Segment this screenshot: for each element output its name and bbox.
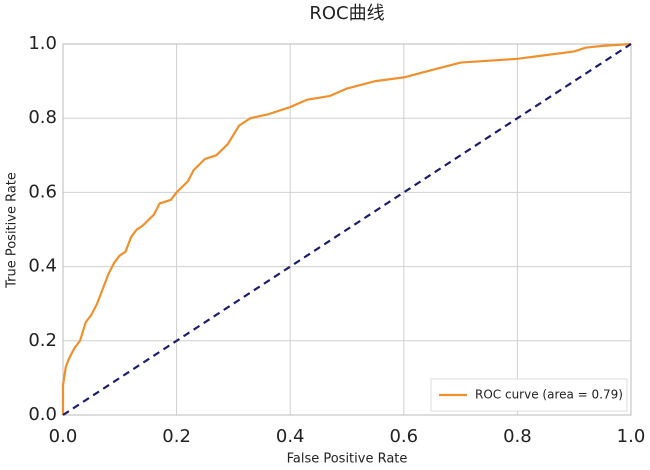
y-tick-label: 0.8 bbox=[28, 107, 57, 128]
chart-title: ROC曲线 bbox=[309, 3, 384, 24]
x-tick-label: 0.6 bbox=[389, 426, 418, 447]
y-axis-label: True Positive Rate bbox=[5, 172, 20, 289]
series-line bbox=[61, 42, 632, 415]
x-axis-label: False Positive Rate bbox=[287, 452, 408, 467]
series-line bbox=[62, 43, 632, 416]
x-tick-label: 0.8 bbox=[503, 426, 532, 447]
x-tick-label: 0.4 bbox=[276, 426, 305, 447]
y-tick-label: 0.6 bbox=[28, 181, 57, 202]
legend-label: ROC curve (area = 0.79) bbox=[475, 388, 623, 402]
plot-frame bbox=[62, 43, 632, 416]
y-tick-label: 0.0 bbox=[28, 404, 57, 425]
y-tick-label: 0.2 bbox=[28, 330, 57, 351]
x-tick-label: 0.2 bbox=[162, 426, 191, 447]
x-tick-label: 0.0 bbox=[49, 426, 78, 447]
y-tick-label: 0.4 bbox=[28, 256, 57, 277]
x-tick-label: 1.0 bbox=[617, 426, 646, 447]
y-tick-label: 1.0 bbox=[28, 33, 57, 54]
